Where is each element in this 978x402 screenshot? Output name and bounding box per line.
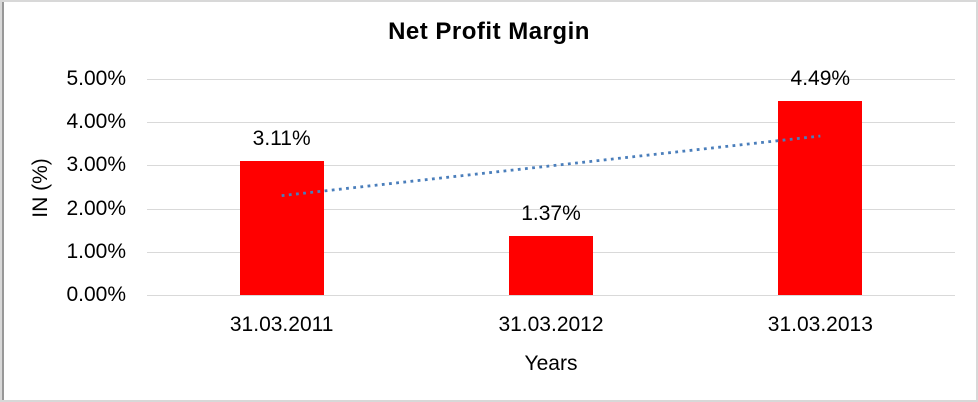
y-tick-label: 1.00%: [66, 239, 126, 263]
gridline: [147, 79, 955, 80]
y-tick-label: 3.00%: [66, 153, 126, 177]
bar-value-label: 4.49%: [790, 67, 851, 91]
gridline: [147, 208, 955, 210]
category-label: 31.03.2011: [229, 313, 334, 336]
bar-value-label: 1.37%: [521, 201, 581, 225]
y-tick-label: 4.00%: [66, 110, 126, 134]
bar-31.03.2013: [778, 101, 863, 295]
y-tick-label: 0.00%: [66, 283, 126, 306]
category-label: 31.03.2013: [767, 313, 873, 336]
bar-value-label: 3.11%: [252, 126, 311, 150]
bar-31.03.2012: [509, 235, 593, 295]
x-axis-title: Years: [524, 352, 578, 375]
gridline: [147, 122, 955, 124]
y-tick-label: 2.00%: [66, 196, 126, 220]
gridline: [147, 295, 955, 296]
category-label: 31.03.2012: [498, 313, 604, 336]
chart-title: Net Profit Margin: [388, 18, 590, 45]
bar-31.03.2011: [239, 160, 324, 295]
y-tick-label: 5.00%: [66, 67, 126, 90]
